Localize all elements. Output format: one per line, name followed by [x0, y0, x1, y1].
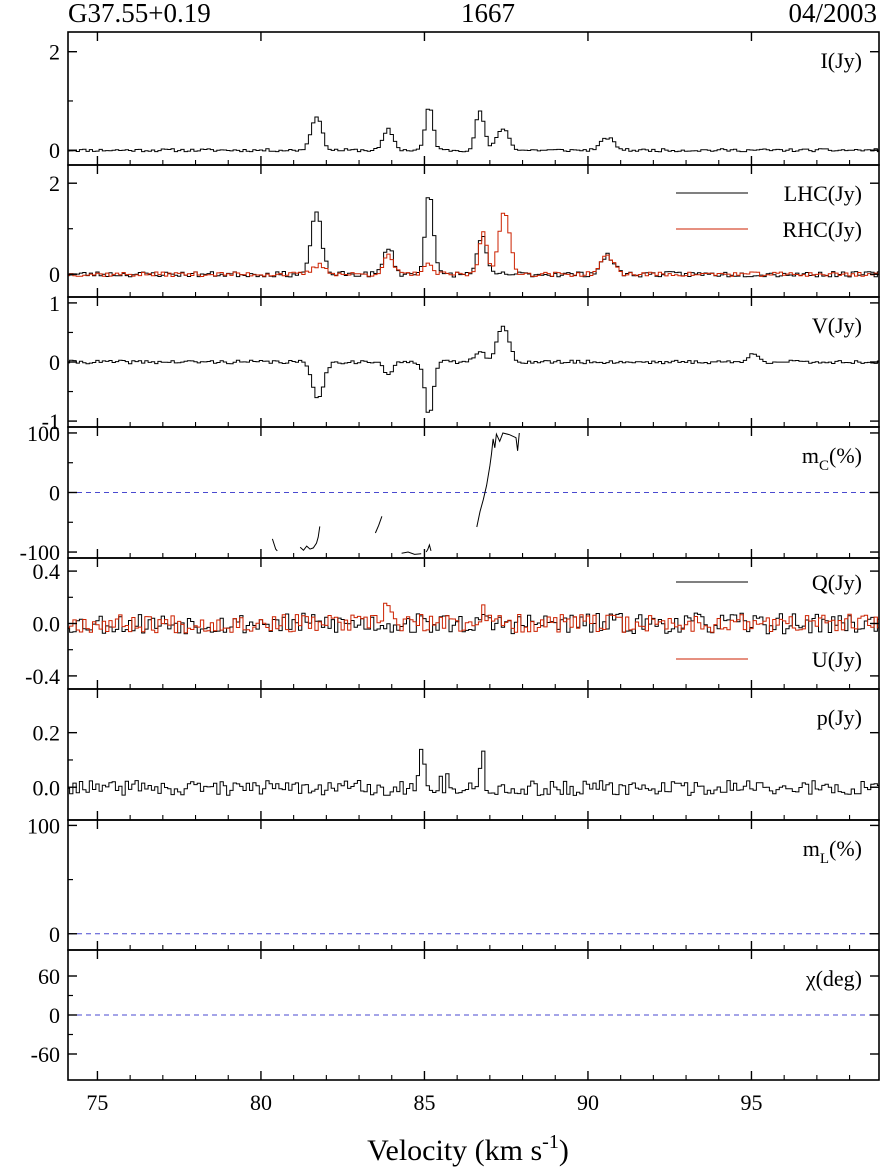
y-tick-label: 0: [49, 481, 60, 506]
x-axis-title: Velocity (km s-1): [367, 1131, 569, 1167]
fragment-0: [271, 538, 278, 552]
y-tick-label: 0.0: [33, 775, 61, 800]
panel-label-chi: χ(deg): [805, 966, 862, 991]
panel-label-mL: mL(%): [803, 836, 862, 867]
y-tick-label: 100: [27, 813, 60, 838]
panel-chi: -60 0 60 χ(deg): [31, 949, 880, 1081]
epoch-label: 04/2003: [788, 0, 877, 28]
y-tick-label: 2: [49, 40, 60, 65]
legend-label: Q(Jy): [812, 570, 862, 595]
y-tick-label: 0: [49, 350, 60, 375]
fragment-4: [425, 543, 432, 553]
y-tick-label: 0.0: [33, 612, 61, 637]
legend-label: RHC(Jy): [783, 217, 862, 242]
series-V-0: [68, 325, 879, 413]
x-tick-label: 85: [413, 1090, 435, 1115]
panel-frame: [67, 688, 880, 821]
label-main: p(Jy): [817, 705, 862, 730]
panel-QU: -0.4 0.0 0.4 Q(Jy) U(Jy): [25, 557, 880, 690]
panel-p: 0.0 0.2 p(Jy): [33, 688, 880, 821]
panel-mC: -100 0 100 mC(%): [20, 421, 880, 565]
series-p-0: [68, 748, 879, 796]
y-tick-label: 60: [38, 964, 60, 989]
label-main: I(Jy): [820, 48, 862, 73]
y-tick-label: -60: [31, 1042, 60, 1067]
fragment-1: [299, 526, 321, 552]
panel-LR: 0 2 LHC(Jy) RHC(Jy): [49, 164, 880, 298]
panel-label-mC: mC(%): [802, 443, 862, 474]
panel-frame: [67, 31, 880, 166]
legend-label: U(Jy): [812, 647, 862, 672]
transition-label: 1667: [461, 0, 515, 28]
x-tick-label: 80: [250, 1090, 272, 1115]
panel-frame: [67, 296, 880, 428]
y-tick-label: 0.4: [33, 559, 61, 584]
label-end: (%): [829, 443, 862, 468]
label-main: χ(deg): [805, 966, 862, 991]
label-sub: L: [820, 851, 829, 867]
x-tick-label: 95: [740, 1090, 762, 1115]
x-tick-label: 75: [86, 1090, 108, 1115]
panel-V: -1 0 1 V(Jy): [42, 291, 880, 434]
legend-label: LHC(Jy): [784, 181, 862, 206]
y-tick-label: 0.2: [33, 721, 61, 746]
y-tick-label: -0.4: [25, 664, 60, 689]
panel-I: 0 2 I(Jy): [49, 31, 880, 166]
label-end: (%): [829, 836, 862, 861]
y-tick-label: 100: [27, 421, 60, 446]
panel-mL: 0 100 mL(%): [27, 813, 880, 951]
source-name: G37.55+0.19: [68, 0, 211, 28]
series-QU-1: [68, 602, 879, 634]
fragment-3: [401, 551, 422, 555]
series-I-0: [68, 108, 879, 153]
panel-label-I: I(Jy): [820, 48, 862, 73]
x-tick-label: 90: [577, 1090, 599, 1115]
label-sub: C: [819, 458, 829, 474]
series-LR-1: [68, 212, 879, 277]
fragment-5: [476, 432, 520, 528]
y-tick-label: -1: [42, 409, 60, 434]
y-tick-label: -100: [20, 540, 60, 565]
y-tick-label: 1: [49, 291, 60, 316]
y-tick-label: 0: [49, 138, 60, 163]
panel-label-V: V(Jy): [812, 313, 862, 338]
panel-frame: [67, 557, 880, 690]
y-tick-label: 2: [49, 171, 60, 196]
y-tick-label: 0: [49, 922, 60, 947]
label-main: V(Jy): [812, 313, 862, 338]
label-main: m: [802, 443, 819, 468]
panel-frame: [67, 819, 880, 951]
panel-frame: [67, 164, 880, 298]
label-main: m: [803, 836, 820, 861]
y-tick-label: 0: [49, 1003, 60, 1028]
series-QU-0: [68, 612, 879, 635]
series-LR-0: [68, 197, 879, 278]
panel-label-p: p(Jy): [817, 705, 862, 730]
panels-group: 0 2 I(Jy) 0 2 LHC(Jy) RHC(Jy) -1 0 1 V(Jy) -100 0 100…: [20, 31, 880, 1115]
fragment-2: [374, 516, 383, 534]
y-tick-label: 0: [49, 262, 60, 287]
